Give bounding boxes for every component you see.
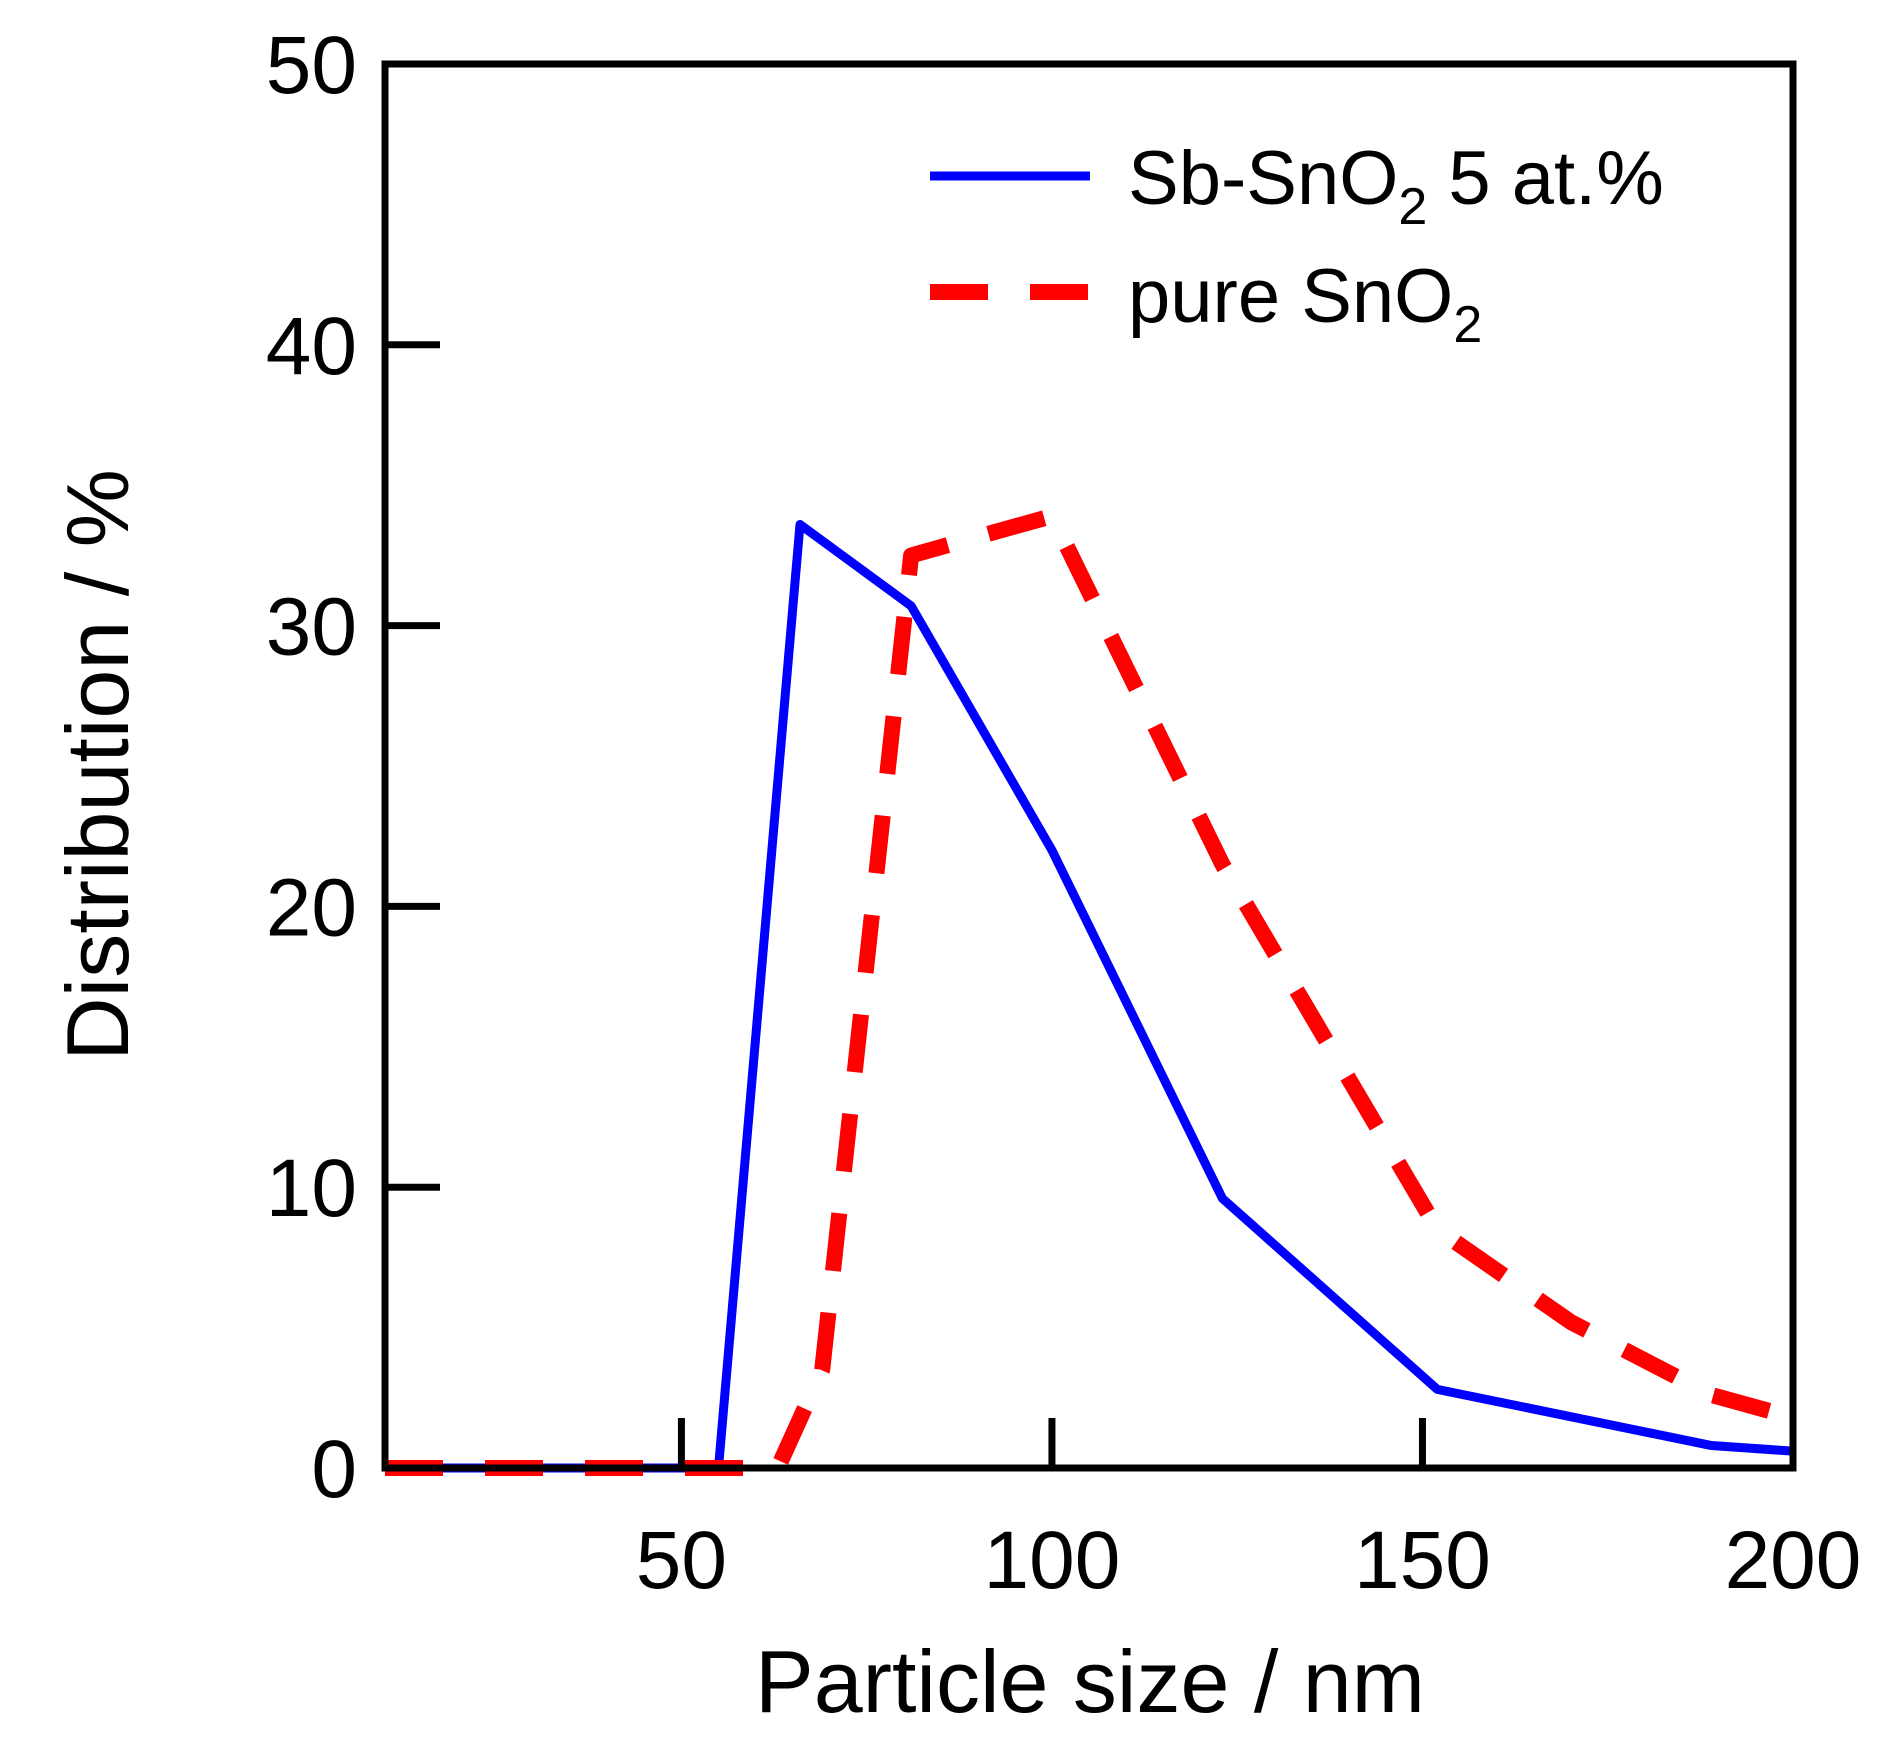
legend: Sb-SnO2 5 at.% pure SnO2 bbox=[930, 136, 1664, 354]
series-lines bbox=[385, 508, 1796, 1476]
x-axis-title: Particle size / nm bbox=[755, 1632, 1425, 1731]
x-tick-label: 50 bbox=[636, 1515, 727, 1606]
series-line-1 bbox=[385, 508, 1796, 1476]
axis-ticks: 0 10 20 30 40 50 50 100 150 200 bbox=[266, 20, 1862, 1606]
legend-label-sb-sno2: Sb-SnO2 5 at.% bbox=[1128, 136, 1664, 236]
x-tick-label: 150 bbox=[1354, 1515, 1491, 1606]
plot-frame bbox=[381, 60, 1797, 1472]
y-tick-label: 30 bbox=[266, 582, 357, 673]
x-tick-label: 200 bbox=[1725, 1515, 1862, 1606]
y-tick-label: 50 bbox=[266, 20, 357, 111]
x-tick-label: 100 bbox=[984, 1515, 1121, 1606]
series-line-0 bbox=[385, 520, 1794, 1473]
y-tick-label: 0 bbox=[311, 1424, 357, 1515]
y-tick-label: 10 bbox=[266, 1143, 357, 1234]
legend-label-pure-sno2: pure SnO2 bbox=[1128, 254, 1482, 354]
y-axis-title: Distribution / % bbox=[48, 469, 147, 1061]
y-tick-label: 40 bbox=[266, 301, 357, 392]
y-tick-label: 20 bbox=[266, 862, 357, 953]
